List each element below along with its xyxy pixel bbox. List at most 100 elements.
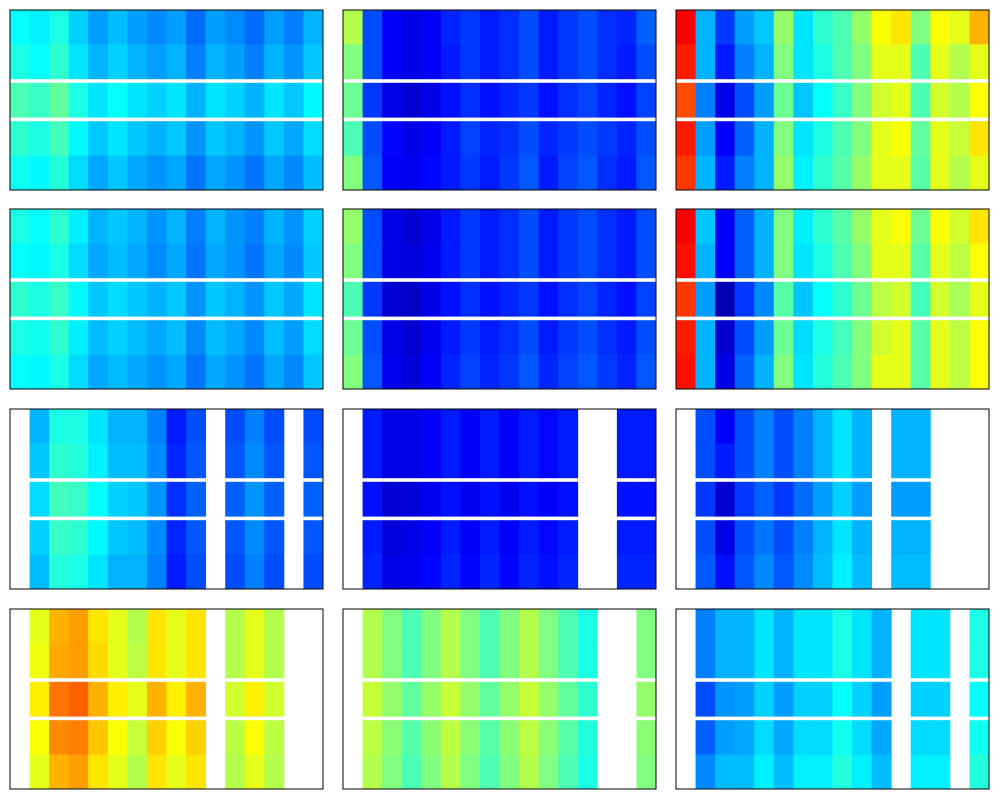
heatmap-cell: [891, 554, 912, 590]
heatmap-cell: [891, 443, 912, 479]
heatmap-cell: [499, 82, 520, 118]
heatmap-cell: [519, 10, 540, 45]
heatmap-cell: [382, 82, 403, 118]
heatmap-cell: [244, 82, 265, 118]
heatmap-cell: [29, 554, 50, 590]
heatmap-cell: [695, 554, 716, 590]
heatmap-cell: [773, 44, 794, 80]
heatmap-cell: [636, 354, 657, 390]
heatmap-cell: [440, 243, 461, 279]
heatmap-cell: [303, 209, 324, 244]
heatmap-cell: [676, 44, 696, 80]
heatmap-cell: [597, 209, 618, 244]
heatmap-cell: [460, 481, 481, 517]
heatmap-cell: [146, 44, 167, 80]
heatmap-cell: [891, 354, 912, 390]
heatmap-cell: [558, 681, 579, 717]
heatmap-cell: [597, 320, 618, 355]
heatmap-cell: [538, 354, 559, 390]
heatmap-cell: [107, 720, 128, 755]
heatmap-cell: [107, 443, 128, 479]
heatmap-cell: [891, 243, 912, 279]
heatmap-cell: [499, 443, 520, 479]
heatmap-cell: [773, 554, 794, 590]
heatmap-cell: [225, 481, 246, 517]
heatmap-cell: [127, 409, 148, 444]
heatmap-cell: [68, 10, 89, 45]
heatmap-cell: [616, 320, 637, 355]
heatmap-cell: [479, 754, 500, 790]
heatmap-cell: [832, 155, 853, 191]
heatmap-cell: [166, 554, 187, 590]
heatmap-cell: [421, 643, 442, 679]
heatmap-cell: [244, 10, 265, 45]
heatmap-cell: [225, 609, 246, 644]
heatmap-cell: [440, 443, 461, 479]
heatmap-cell: [479, 281, 500, 317]
heatmap-cell: [49, 409, 70, 444]
heatmap-cell: [382, 754, 403, 790]
heatmap-cell: [382, 481, 403, 517]
heatmap-cell: [244, 754, 265, 790]
heatmap-cell: [969, 320, 990, 355]
heatmap-cell: [538, 443, 559, 479]
heatmap-cell: [871, 354, 892, 390]
heatmap-cell: [734, 554, 755, 590]
heatmap-cell: [107, 10, 128, 45]
heatmap-cell: [793, 44, 814, 80]
heatmap-cell: [499, 121, 520, 156]
heatmap-cell: [793, 82, 814, 118]
heatmap-cell: [812, 155, 833, 191]
heatmap-cell: [421, 281, 442, 317]
heatmap-cell: [10, 10, 30, 45]
heatmap-cell: [616, 409, 637, 444]
heatmap-cell: [343, 44, 363, 80]
heatmap-cell: [88, 44, 109, 80]
heatmap-cell: [107, 520, 128, 555]
heatmap-cell: [146, 209, 167, 244]
heatmap-cell: [695, 354, 716, 390]
heatmap-cell: [910, 643, 931, 679]
panel-frame: [675, 608, 990, 790]
heatmap-cell: [146, 720, 167, 755]
heatmap-cell: [88, 243, 109, 279]
heatmap-cell: [930, 754, 951, 790]
heatmap-cell: [636, 520, 657, 555]
heatmap-cell: [499, 481, 520, 517]
heatmap-cell: [225, 44, 246, 80]
heatmap-cell: [812, 10, 833, 45]
heatmap-cell: [812, 554, 833, 590]
heatmap-cell: [969, 10, 990, 45]
heatmap-cell: [734, 481, 755, 517]
heatmap-cell: [244, 320, 265, 355]
heatmap-cell: [734, 720, 755, 755]
heatmap-cell: [362, 681, 383, 717]
heatmap-cell: [715, 44, 736, 80]
heatmap-cell: [832, 354, 853, 390]
heatmap-cell: [283, 354, 304, 390]
heatmap-cell: [146, 155, 167, 191]
heatmap-cell: [715, 754, 736, 790]
heatmap-cell: [519, 44, 540, 80]
heatmap-cell: [715, 443, 736, 479]
heatmap-cell: [264, 409, 285, 444]
heatmap-cell: [695, 681, 716, 717]
heatmap-cell: [695, 281, 716, 317]
heatmap-cell: [734, 209, 755, 244]
heatmap-cell: [479, 681, 500, 717]
heatmap-cell: [852, 44, 873, 80]
heatmap-cell: [636, 209, 657, 244]
heatmap-cell: [577, 44, 598, 80]
heatmap-cell: [10, 354, 30, 390]
heatmap-cell: [205, 243, 226, 279]
heatmap-cell: [812, 281, 833, 317]
heatmap-cell: [186, 681, 207, 717]
heatmap-cell: [969, 44, 990, 80]
heatmap-cell: [499, 520, 520, 555]
panel-frame: [9, 9, 324, 191]
heatmap-cell: [68, 554, 89, 590]
heatmap-cell: [479, 443, 500, 479]
heatmap-cell: [754, 443, 775, 479]
heatmap-cell: [519, 609, 540, 644]
heatmap-cell: [910, 209, 931, 244]
